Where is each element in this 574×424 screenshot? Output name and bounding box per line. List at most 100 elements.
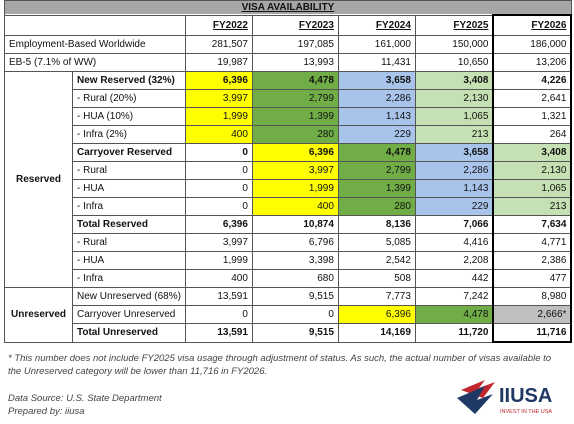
value-cell: 1,999 [184,251,253,270]
value-cell: 13,591 [184,323,253,343]
table-row: - Infra 0 400 280 229 213 [5,197,573,216]
value-cell: 477 [492,269,573,288]
value-cell: 5,085 [337,233,416,252]
value-cell: 508 [337,269,416,288]
value-cell: 2,130 [414,89,494,108]
value-cell: 213 [414,125,494,144]
value-cell: 1,999 [251,179,339,198]
value-cell: 2,799 [251,89,339,108]
value-cell: 3,408 [492,143,573,162]
table-row: - Infra 400 680 508 442 477 [5,269,573,288]
header-row: FY2022 FY2023 FY2024 FY2025 FY2026 [4,14,573,36]
prepared-by: Prepared by: iiusa [8,406,85,417]
value-cell: 7,066 [414,215,494,234]
column-header: FY2022 [184,14,253,36]
value-cell: 7,242 [414,287,494,306]
header-blank [4,14,186,36]
value-cell: 2,286 [337,89,416,108]
value-cell: 7,634 [492,215,573,234]
value-cell: 1,399 [251,107,339,126]
value-cell: 2,130 [492,161,573,180]
value-cell: 186,000 [492,35,573,54]
row-label: - Infra [72,269,186,288]
value-cell: 1,065 [492,179,573,198]
data-source: Data Source: U.S. State Department [8,393,162,404]
table-row: - Rural 3,997 6,796 5,085 4,416 4,771 [5,233,573,252]
value-cell: 2,286 [414,161,494,180]
section-label: Unreserved [4,287,73,343]
value-cell: 1,143 [337,107,416,126]
value-cell: 1,321 [492,107,573,126]
row-label: Employment-Based Worldwide [4,35,186,54]
value-cell: 280 [251,125,339,144]
table-row: - Rural (20%) 3,997 2,799 2,286 2,130 2,641 [5,89,573,108]
row-label: New Unreserved (68%) [72,287,186,306]
value-cell: 0 [184,179,253,198]
value-cell: 400 [184,125,253,144]
table-body: VISA AVAILABILITY FY2022 FY2023 FY2024 FY20… [4,0,573,343]
value-cell: 3,408 [414,71,494,90]
value-cell: 1,143 [414,179,494,198]
value-cell: 3,658 [337,71,416,90]
table-row: Total Reserved 6,396 10,874 8,136 7,066 7,634 [5,215,573,234]
value-cell: 6,396 [184,71,253,90]
row-label: - Rural [72,233,186,252]
value-cell: 4,771 [492,233,573,252]
logo: IIUSA INVEST IN THE USA [457,380,552,415]
value-cell: 229 [337,125,416,144]
value-cell: 13,591 [184,287,253,306]
value-cell: 4,478 [251,71,339,90]
value-cell: 161,000 [337,35,416,54]
value-cell: 2,542 [337,251,416,270]
table-row: - HUA 0 1,999 1,399 1,143 1,065 [5,179,573,198]
title-row: VISA AVAILABILITY [4,0,572,16]
row-label: Total Reserved [72,215,186,234]
row-label: Carryover Unreserved [72,305,186,324]
table-row: - HUA (10%) 1,999 1,399 1,143 1,065 1,321 [5,107,573,126]
value-cell: 400 [251,197,339,216]
value-cell: 197,085 [251,35,339,54]
value-cell: 2,641 [492,89,573,108]
value-cell: 8,980 [492,287,573,306]
row-label: New Reserved (32%) [72,71,186,90]
logo-tagline: INVEST IN THE USA [500,409,552,415]
value-cell: 19,987 [184,53,253,72]
value-cell: 6,396 [251,143,339,162]
row-label: - HUA [72,251,186,270]
row-label: Carryover Reserved [72,143,186,162]
table-title: VISA AVAILABILITY [4,0,572,16]
value-cell: 213 [492,197,573,216]
value-cell: 0 [184,161,253,180]
value-cell: 680 [251,269,339,288]
table-row: Reserved New Reserved (32%) 6,396 4,478 3,65… [4,71,573,288]
value-cell: 280 [337,197,416,216]
value-cell: 0 [184,305,253,324]
table-row: - Rural 0 3,997 2,799 2,286 2,130 [5,161,573,180]
value-cell: 9,515 [251,287,339,306]
value-cell: 1,999 [184,107,253,126]
table-row: Carryover Reserved 0 6,396 4,478 3,658 3,408 [5,143,573,162]
value-cell: 2,208 [414,251,494,270]
column-header: FY2024 [337,14,416,36]
value-cell: 11,716 [492,323,573,343]
row-label: - Infra (2%) [72,125,186,144]
value-cell: 0 [184,143,253,162]
column-header: FY2023 [251,14,339,36]
value-cell: 6,396 [337,305,416,324]
value-cell: 281,507 [184,35,253,54]
value-cell: 9,515 [251,323,339,343]
value-cell: 150,000 [414,35,494,54]
value-cell: 4,226 [492,71,573,90]
value-cell: 14,169 [337,323,416,343]
value-cell: 11,431 [337,53,416,72]
row-label: - Rural (20%) [72,89,186,108]
table-row: Total Unreserved 13,591 9,515 14,169 11,720 1… [5,323,573,343]
table-row: Employment-Based Worldwide 281,507 197,085… [4,35,573,54]
column-header: FY2025 [414,14,494,36]
value-cell: 13,993 [251,53,339,72]
value-cell: 11,720 [414,323,494,343]
row-label: Total Unreserved [72,323,186,343]
value-cell: 3,398 [251,251,339,270]
value-cell: 10,874 [251,215,339,234]
